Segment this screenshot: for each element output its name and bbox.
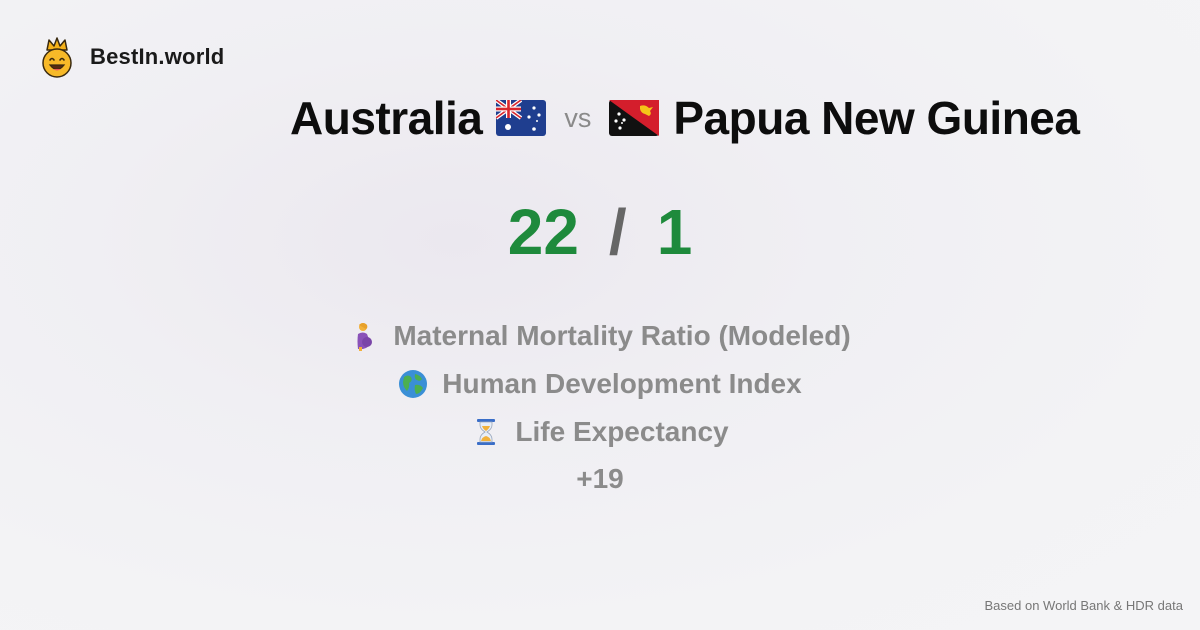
metric-item[interactable]: Maternal Mortality Ratio (Modeled) bbox=[349, 312, 851, 360]
data-source-note: Based on World Bank & HDR data bbox=[984, 598, 1183, 613]
vs-label: vs bbox=[564, 102, 592, 133]
brand[interactable]: BestIn.world bbox=[38, 36, 224, 78]
papua-new-guinea-flag-icon bbox=[609, 100, 660, 136]
hourglass-icon bbox=[477, 419, 496, 445]
australia-flag-icon bbox=[496, 100, 547, 136]
score: 22 / 1 bbox=[0, 195, 1200, 269]
brand-name: BestIn.world bbox=[90, 44, 225, 69]
metric-item[interactable]: Life Expectancy bbox=[471, 408, 729, 456]
metric-label: Human Development Index bbox=[442, 368, 802, 399]
score-b: 1 bbox=[656, 196, 693, 268]
metric-list: Maternal Mortality Ratio (Modeled) Human… bbox=[0, 312, 1200, 502]
crown-smiley-icon bbox=[42, 37, 72, 78]
globe-icon bbox=[399, 370, 428, 398]
country-a-name[interactable]: Australia bbox=[290, 92, 483, 144]
country-b-name[interactable]: Papua New Guinea bbox=[673, 92, 1080, 144]
metric-item[interactable]: Human Development Index bbox=[398, 360, 802, 408]
comparison-title: Australia vs Papua New Guinea bbox=[290, 88, 1080, 148]
metric-label: Maternal Mortality Ratio (Modeled) bbox=[393, 320, 851, 351]
pregnant-woman-icon bbox=[357, 323, 373, 351]
score-separator: / bbox=[608, 196, 627, 268]
more-metrics-count[interactable]: +19 bbox=[576, 463, 624, 494]
score-a: 22 bbox=[507, 196, 579, 268]
metric-label: Life Expectancy bbox=[515, 416, 729, 447]
